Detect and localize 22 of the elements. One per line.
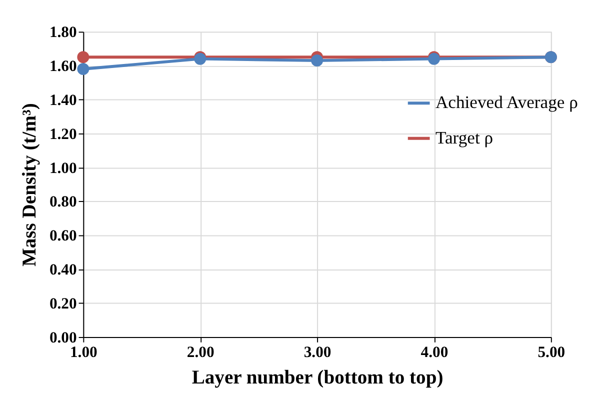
point [77, 63, 90, 75]
y-tick-label: 1.40 [49, 92, 77, 109]
y-tick-label: 0.00 [49, 329, 77, 346]
legend-label: Achieved Average ρ [435, 92, 578, 112]
y-tick-label: 0.80 [49, 194, 77, 211]
point [311, 54, 324, 67]
point [77, 51, 90, 64]
x-tick-label: 4.00 [420, 344, 448, 362]
y-tick-label: 0.60 [49, 228, 77, 245]
y-tick-label: 0.40 [49, 262, 77, 279]
y-tick-label: 1.00 [49, 160, 77, 177]
x-tick-label: 2.00 [186, 344, 214, 362]
y-tick-label: 1.20 [49, 126, 77, 143]
y-axis-title: Mass Density (t/m³) [20, 103, 41, 267]
legend-label: Target ρ [435, 127, 494, 148]
x-axis-title: Layer number (bottom to top) [192, 367, 444, 388]
y-tick-label: 0.20 [49, 295, 77, 312]
y-tick-label: 1.60 [49, 58, 77, 76]
x-tick-label: 1.00 [70, 344, 98, 362]
x-tick-label: 5.00 [538, 344, 566, 362]
x-tick-label: 3.00 [304, 344, 332, 362]
y-tick-label: 1.80 [49, 24, 77, 42]
